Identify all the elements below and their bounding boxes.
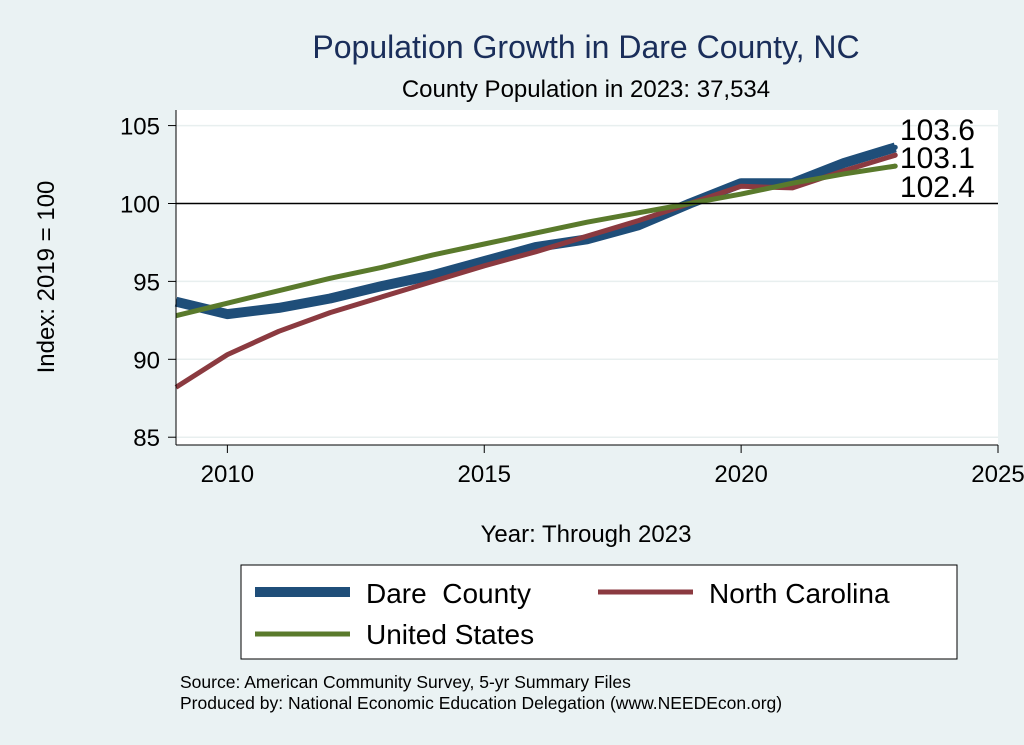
legend-label-north-carolina: North Carolina bbox=[709, 578, 890, 609]
chart-subtitle: County Population in 2023: 37,534 bbox=[402, 76, 770, 103]
series-end-point-dare-county bbox=[892, 144, 898, 150]
legend-label-dare-county: Dare County bbox=[366, 578, 531, 609]
x-tick-label-2025: 2025 bbox=[971, 461, 1024, 488]
y-tick-label-95: 95 bbox=[133, 269, 160, 296]
end-label-north-carolina: 103.1 bbox=[900, 142, 975, 175]
y-tick-label-90: 90 bbox=[133, 347, 160, 374]
x-tick-label-2015: 2015 bbox=[458, 461, 511, 488]
x-tick-label-2020: 2020 bbox=[714, 461, 767, 488]
series-line-dare-county bbox=[174, 142, 897, 320]
series-line-united-states bbox=[175, 163, 896, 319]
y-tick-label-100: 100 bbox=[120, 191, 160, 218]
produced-by-note: Produced by: National Economic Education… bbox=[180, 693, 782, 713]
x-tick-label-2010: 2010 bbox=[201, 461, 254, 488]
source-note: Source: American Community Survey, 5-yr … bbox=[180, 672, 631, 692]
legend-box bbox=[240, 564, 958, 660]
legend-label-united-states: United States bbox=[366, 619, 534, 650]
y-tick-label-85: 85 bbox=[133, 425, 160, 452]
axes: 85 90 95 100 105 2010 2015 2020 2025 bbox=[120, 110, 1024, 488]
series-end-point-north-carolina bbox=[892, 152, 898, 158]
end-label-dare-county: 103.6 bbox=[900, 114, 975, 147]
chart-title: Population Growth in Dare County, NC bbox=[312, 29, 859, 65]
y-tick-label-105: 105 bbox=[120, 114, 160, 141]
series-lines bbox=[174, 142, 898, 390]
series-end-point-united-states bbox=[892, 163, 898, 169]
x-axis-label: Year: Through 2023 bbox=[481, 521, 692, 548]
y-axis-label: Index: 2019 = 100 bbox=[33, 181, 60, 374]
end-label-united-states: 102.4 bbox=[900, 171, 975, 204]
